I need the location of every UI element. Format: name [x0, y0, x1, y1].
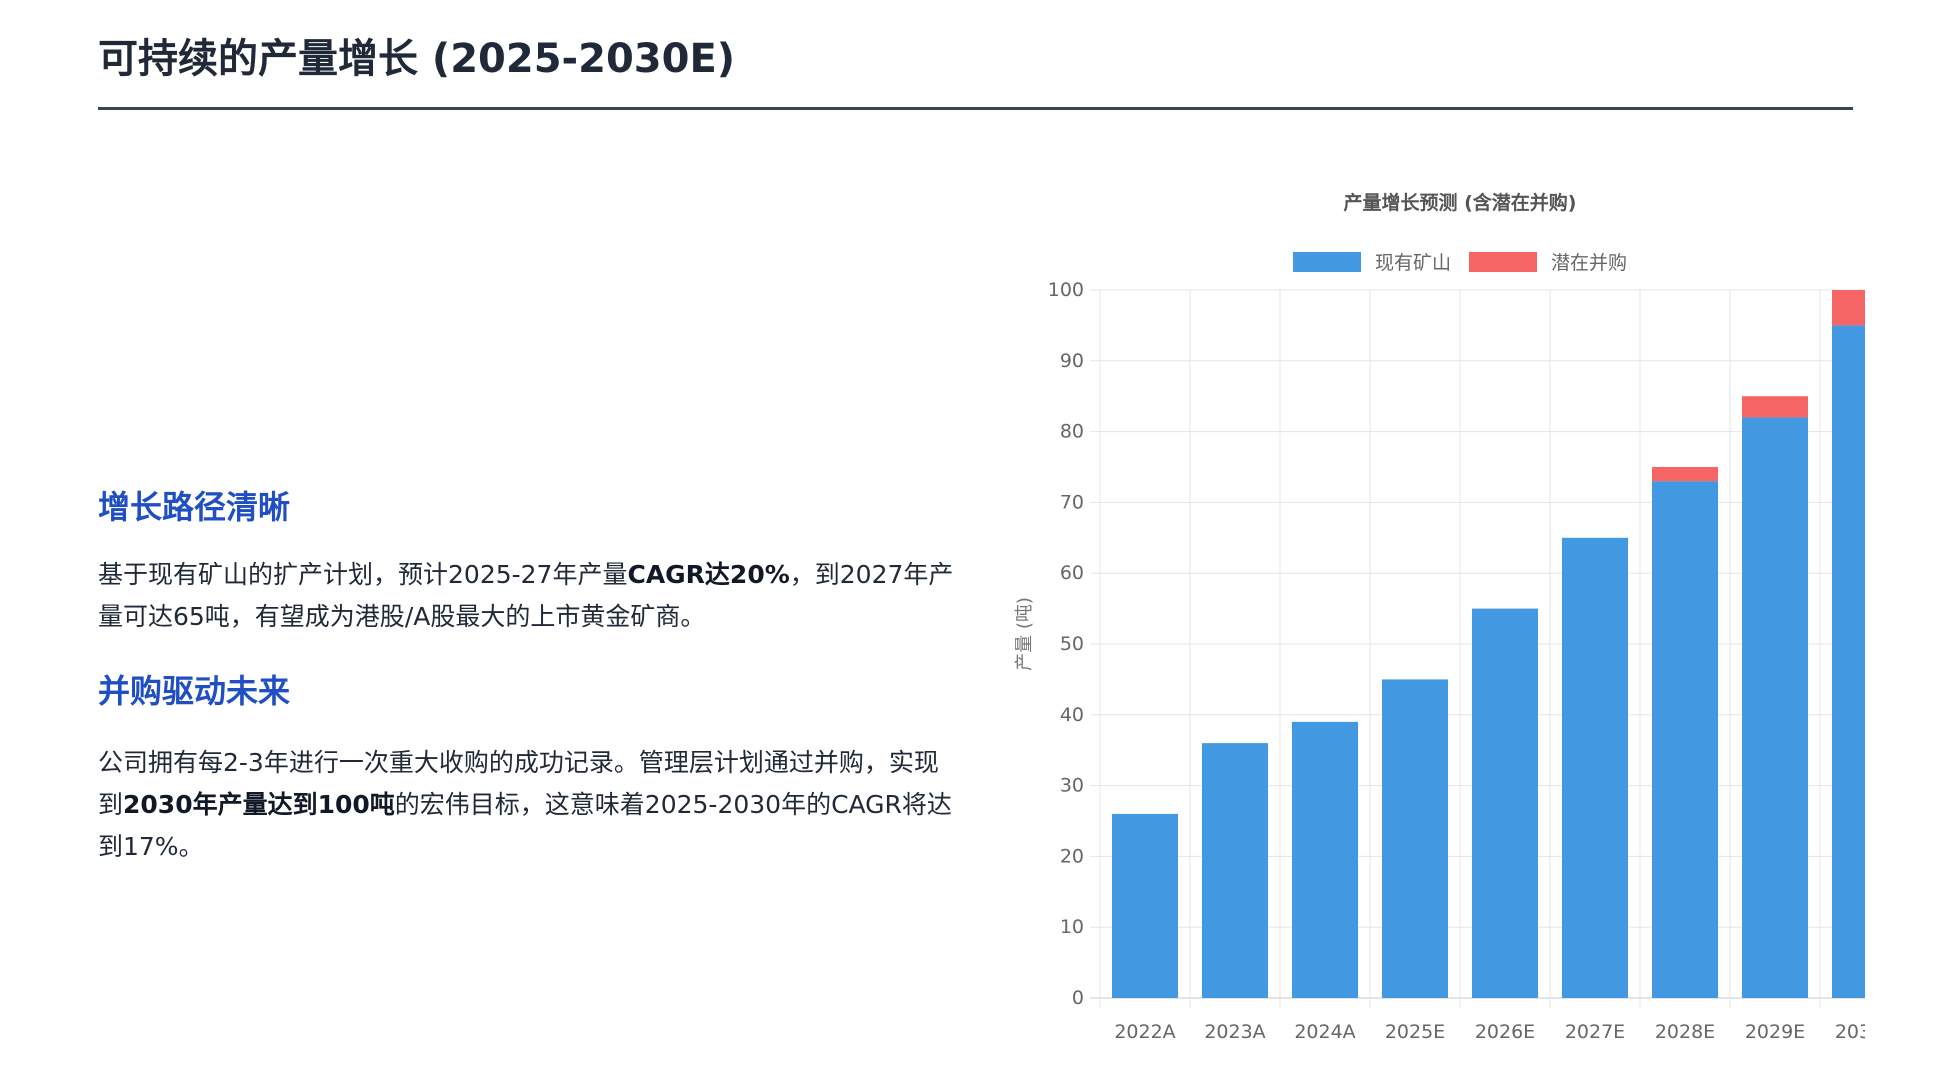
legend-label: 现有矿山: [1375, 252, 1451, 274]
legend-swatch: [1469, 252, 1537, 272]
bar-potential-mna: [1652, 467, 1718, 482]
title-divider: [98, 107, 1853, 110]
paragraph-highlight: 2030年产量达到100吨: [123, 790, 395, 819]
bar-existing-mines: [1562, 537, 1628, 998]
x-tick-label: 2027E: [1565, 1021, 1625, 1043]
bar-existing-mines: [1472, 608, 1538, 998]
paragraph-text: ，到2027年产量可达65吨，有望成为港股/A股最大的上市黄金矿商。: [98, 560, 954, 631]
section-heading-growth-path: 增长路径清晰: [98, 488, 291, 526]
bar-potential-mna: [1742, 396, 1808, 418]
section-paragraph-growth-path: 基于现有矿山的扩产计划，预计2025-27年产量CAGR达20%，到2027年产…: [98, 554, 958, 638]
y-tick-label: 90: [1060, 350, 1084, 372]
y-tick-label: 40: [1060, 704, 1084, 726]
x-tick-label: 2024A: [1294, 1021, 1355, 1043]
y-tick-label: 10: [1060, 916, 1084, 938]
production-growth-chart: 产量增长预测 (含潜在并购) 现有矿山 潜在并购 0 10 20 30 40 50 60 70 80 9…: [1014, 191, 1870, 1043]
y-tick-label: 70: [1060, 491, 1084, 513]
section-paragraph-mna: 公司拥有每2-3年进行一次重大收购的成功记录。管理层计划通过并购，实现到2030…: [98, 742, 958, 868]
x-tick-label: 2029E: [1745, 1021, 1805, 1043]
y-tick-label: 60: [1060, 562, 1084, 584]
bar-existing-mines: [1832, 325, 1865, 998]
x-tick-label: 2025E: [1385, 1021, 1445, 1043]
x-tick-label: 2022A: [1114, 1021, 1175, 1043]
bar-existing-mines: [1202, 743, 1268, 998]
text-column: 增长路径清晰 基于现有矿山的扩产计划，预计2025-27年产量CAGR达20%，…: [98, 470, 958, 868]
y-tick-label: 50: [1060, 633, 1084, 655]
x-tick-label: 2023A: [1204, 1021, 1265, 1043]
section-heading-mna: 并购驱动未来: [98, 672, 291, 710]
bar-existing-mines: [1112, 813, 1178, 998]
page-title: 可持续的产量增长 (2025-2030E): [98, 36, 736, 82]
legend-swatch: [1293, 252, 1361, 272]
plot-area: [1099, 290, 1865, 1008]
y-tick-label: 0: [1072, 987, 1084, 1009]
x-tick-label: 2030E: [1835, 1021, 1870, 1043]
paragraph-text: 基于现有矿山的扩产计划，预计2025-27年产量: [98, 560, 628, 589]
y-axis-label: 产量 (吨): [1014, 597, 1035, 671]
y-tick-label: 30: [1060, 775, 1084, 797]
bar-existing-mines: [1382, 679, 1448, 998]
bar-existing-mines: [1292, 721, 1358, 998]
bar-existing-mines: [1652, 481, 1718, 998]
paragraph-highlight: CAGR达20%: [627, 560, 790, 589]
y-tick-label: 80: [1060, 421, 1084, 443]
y-tick-label: 100: [1048, 279, 1084, 301]
y-tick-label: 20: [1060, 845, 1084, 867]
x-tick-label: 2028E: [1655, 1021, 1715, 1043]
bar-existing-mines: [1742, 417, 1808, 998]
bar-potential-mna: [1832, 290, 1865, 326]
x-tick-label: 2026E: [1475, 1021, 1535, 1043]
paragraph-text: 公司拥有每2-3年进行一次重大收购的成功记录。管理层计划通过并购，实现到: [98, 748, 939, 819]
chart-title: 产量增长预测 (含潜在并购): [1344, 191, 1577, 214]
legend-label: 潜在并购: [1551, 252, 1627, 274]
paragraph-text: 的宏伟目标，这意味着2025-2030年的CAGR将达到17%。: [98, 790, 952, 861]
